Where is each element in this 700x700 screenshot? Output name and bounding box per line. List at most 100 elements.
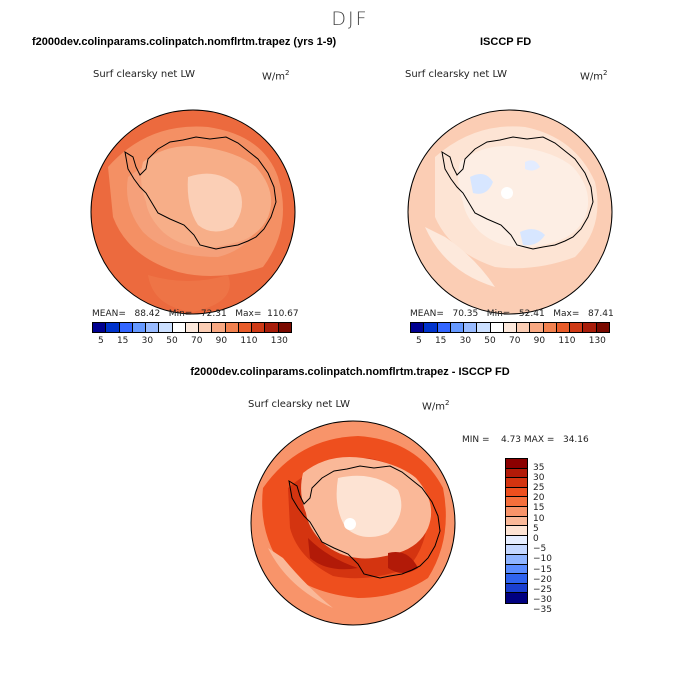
panel3-antarctica-outline (288, 465, 441, 579)
colorbar-tick-label: 50 (484, 336, 496, 346)
colorbar-tick-label: 30 (533, 472, 545, 483)
panel1-stats: MEAN= 88.42 Min= 72.31 Max= 110.67 (92, 309, 299, 319)
colorbar-swatch (506, 478, 527, 488)
colorbar-tick-label: 5 (98, 336, 104, 346)
panel1-units: W/m2 (262, 69, 290, 83)
colorbar-swatch (119, 323, 133, 332)
colorbar-tick-label: 30 (459, 336, 472, 346)
colorbar-tick-label: 30 (141, 336, 154, 346)
panel3-colorbar-ticks: 35 30 25 20 15 10 5 0 −5 −10 −15 −20 −25 −30 −35 (533, 458, 573, 623)
colorbar-tick-label: 0 (533, 534, 539, 544)
panel2-antarctica-outline (441, 136, 594, 250)
colorbar-tick-label: −5 (533, 544, 547, 555)
colorbar-tick-label: 70 (508, 336, 521, 346)
panel3-title: f2000dev.colinparams.colinpatch.nomflrtm… (190, 366, 510, 378)
panel2-variable: Surf clearsky net LW (405, 69, 508, 80)
colorbar-swatch (450, 323, 465, 332)
colorbar-swatch (506, 574, 527, 584)
colorbar-tick-label: 5 (416, 336, 422, 346)
colorbar-tick-label: 130 (270, 336, 288, 346)
colorbar-swatch (225, 323, 239, 332)
panel3-colorbar (505, 458, 528, 604)
colorbar-swatch (583, 323, 597, 332)
colorbar-swatch (159, 323, 173, 332)
colorbar-tick-label: −30 (533, 595, 552, 606)
colorbar-swatch (146, 323, 160, 332)
colorbar-swatch (506, 554, 527, 565)
colorbar-tick-label: 110 (240, 336, 258, 346)
colorbar-swatch (506, 468, 527, 479)
colorbar-tick-label: −10 (533, 554, 552, 565)
colorbar-swatch (199, 323, 213, 332)
panel2-stats: MEAN= 70.35 Min= 52.41 Max= 87.41 (410, 309, 614, 319)
colorbar-swatch (506, 593, 527, 603)
panel2-title: ISCCP FD (480, 36, 532, 48)
colorbar-tick-label: −15 (533, 564, 552, 575)
season-title: DJF (331, 8, 369, 30)
panel1-polar-map (90, 109, 296, 315)
colorbar-swatch (106, 323, 120, 332)
colorbar-swatch (506, 506, 527, 517)
panel1-colorbar-ticks: 5 15 30 50 70 90 110 130 (98, 336, 288, 346)
colorbar-swatch (543, 323, 557, 332)
colorbar-swatch (265, 323, 279, 332)
colorbar-tick-label: 50 (166, 336, 178, 346)
colorbar-swatch (570, 323, 584, 332)
colorbar-tick-label: −35 (533, 605, 552, 616)
colorbar-swatch (556, 323, 571, 332)
colorbar-swatch (93, 323, 107, 332)
panel3-stats: MIN = 4.73 MAX = 34.16 (462, 435, 589, 445)
panel3-units: W/m2 (422, 399, 450, 413)
panel2-units: W/m2 (580, 69, 608, 83)
panel1-antarctica-outline (124, 136, 277, 250)
colorbar-swatch (506, 564, 527, 575)
colorbar-tick-label: 15 (533, 503, 545, 514)
panel3-variable: Surf clearsky net LW (248, 399, 351, 410)
colorbar-tick-label: 5 (533, 523, 539, 534)
colorbar-tick-label: 25 (533, 483, 545, 493)
colorbar-swatch (411, 323, 425, 332)
colorbar-swatch (517, 323, 531, 332)
colorbar-swatch (437, 323, 451, 332)
colorbar-tick-label: 20 (533, 493, 545, 504)
colorbar-tick-label: 35 (533, 462, 545, 473)
colorbar-swatch (464, 323, 478, 332)
colorbar-tick-label: 15 (434, 336, 447, 346)
colorbar-swatch (172, 323, 186, 332)
panel1-title: f2000dev.colinparams.colinpatch.nomflrtm… (32, 36, 337, 48)
colorbar-swatch (278, 323, 291, 332)
colorbar-tick-label: −20 (533, 574, 552, 585)
colorbar-swatch (506, 516, 527, 527)
colorbar-swatch (490, 323, 504, 332)
colorbar-swatch (530, 323, 544, 332)
colorbar-swatch (506, 526, 527, 536)
colorbar-tick-label: 70 (190, 336, 203, 346)
colorbar-tick-label: 90 (215, 336, 228, 346)
colorbar-swatch (506, 487, 527, 498)
colorbar-swatch (506, 535, 527, 546)
colorbar-swatch (506, 545, 527, 555)
panel2-colorbar (410, 322, 610, 333)
panel1-colorbar (92, 322, 292, 333)
colorbar-swatch (596, 323, 609, 332)
colorbar-swatch (506, 497, 527, 507)
colorbar-tick-label: 130 (588, 336, 606, 346)
colorbar-swatch (238, 323, 253, 332)
colorbar-swatch (477, 323, 491, 332)
colorbar-swatch (503, 323, 518, 332)
colorbar-swatch (185, 323, 200, 332)
colorbar-tick-label: 15 (116, 336, 129, 346)
panel2-polar-map (407, 109, 613, 315)
colorbar-swatch (506, 459, 527, 469)
colorbar-tick-label: 110 (558, 336, 576, 346)
colorbar-swatch (424, 323, 438, 332)
colorbar-tick-label: 90 (533, 336, 546, 346)
colorbar-tick-label: −25 (533, 585, 552, 595)
panel1-variable: Surf clearsky net LW (93, 69, 196, 80)
colorbar-tick-label: 10 (533, 513, 545, 524)
panel3-polar-map (250, 420, 456, 626)
colorbar-swatch (506, 583, 527, 594)
colorbar-swatch (212, 323, 226, 332)
colorbar-swatch (252, 323, 266, 332)
panel2-colorbar-ticks: 5 15 30 50 70 90 110 130 (416, 336, 606, 346)
